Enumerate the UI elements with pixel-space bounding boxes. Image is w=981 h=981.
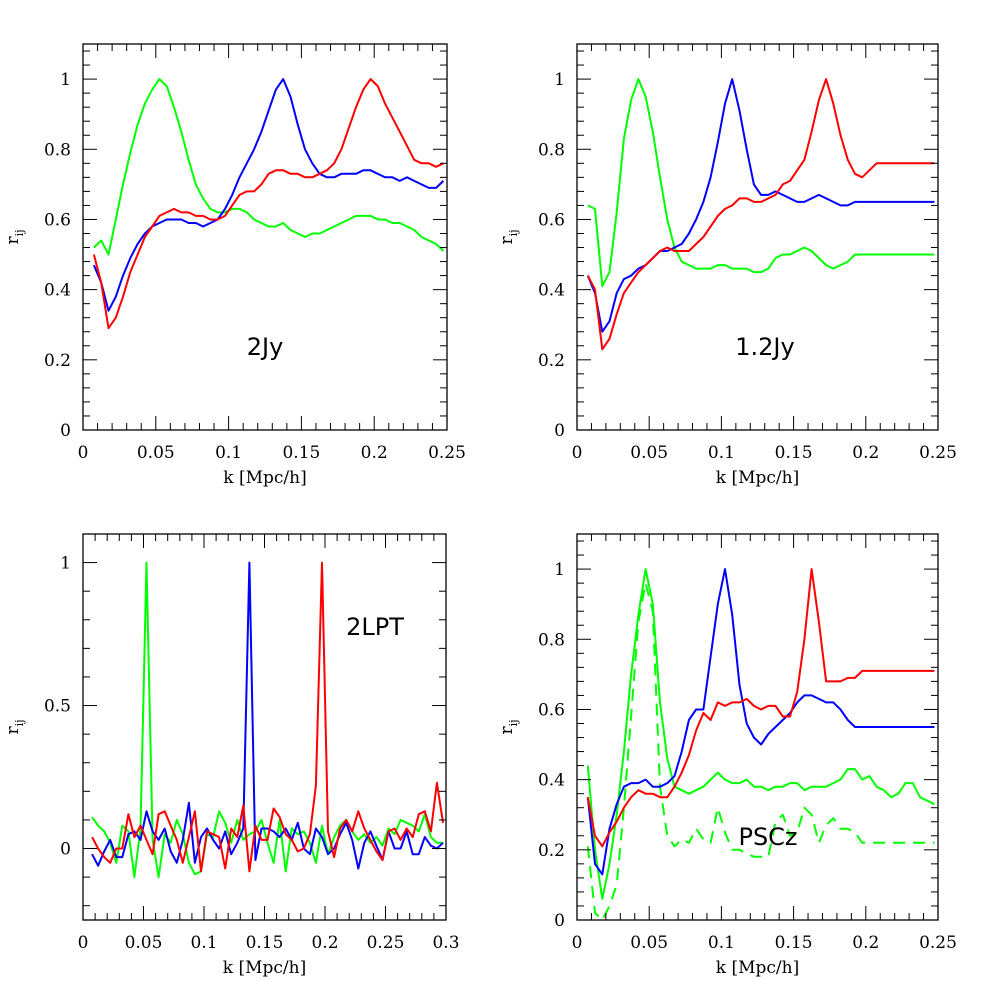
y-tick-label: 0.6 (44, 210, 71, 230)
series-line-0 (586, 568, 935, 900)
panel-label: 1.2Jy (735, 333, 794, 361)
panel-pscz: 0 0.05 0.1 0.15 0.2 0.25 0 0.2 0.4 0.6 0.8 1 k [Mpc/… (497, 533, 957, 978)
y-axis-label: rij (3, 229, 26, 244)
panel-2lpt: 0 0.05 0.1 0.15 0.2 0.25 0.3 0 0.5 1 k [Mpc/h] rij 2… (3, 533, 460, 978)
plot-frame (576, 43, 939, 431)
y-tick-label: 0.6 (538, 700, 565, 720)
y-tick-label: 0.8 (538, 140, 565, 160)
series-group (586, 568, 935, 920)
series-line-0 (587, 78, 935, 288)
y-tick-label: 1 (554, 70, 565, 90)
series-group (586, 78, 935, 351)
x-tick-label: 0.05 (125, 933, 163, 953)
panel-2jy: 0 0.05 0.1 0.15 0.2 0.25 0 0.2 0.4 0.6 0.8 1 k [Mpc/… (3, 43, 466, 488)
series-line-2 (586, 568, 935, 876)
series-line-0 (91, 561, 443, 879)
panel-label: 2LPT (346, 613, 404, 641)
x-tick-label: 0.25 (919, 443, 957, 463)
x-tick-label: 0.25 (367, 933, 405, 953)
y-tick-label: 0.8 (44, 140, 71, 160)
series-line-3 (586, 568, 935, 848)
panel-label: 2Jy (247, 333, 284, 361)
x-tick-label: 0.15 (775, 933, 813, 953)
x-tick-label: 0 (78, 443, 89, 463)
y-tick-label: 0 (60, 840, 71, 860)
y-tick-label: 1 (60, 70, 71, 90)
x-axis-label: k [Mpc/h] (223, 468, 306, 488)
x-tick-label: 0.1 (708, 933, 735, 953)
x-tick-label: 0.25 (919, 933, 957, 953)
x-tick-label: 0.15 (246, 933, 284, 953)
x-tick-label: 0.1 (215, 443, 242, 463)
plot-frame (82, 43, 448, 431)
panel-1-2jy: 0 0.05 0.1 0.15 0.2 0.25 0 0.2 0.4 0.6 0.8 1 k [Mpc/… (497, 43, 957, 488)
x-axis-label: k [Mpc/h] (716, 958, 799, 978)
y-tick-label: 0.2 (538, 351, 565, 371)
y-tick-label: 1 (60, 554, 71, 574)
x-tick-label: 0.3 (432, 933, 459, 953)
x-tick-label: 0 (572, 443, 583, 463)
y-tick-label: 0.4 (538, 281, 565, 301)
series-line-1 (586, 78, 935, 333)
y-axis-label: rij (3, 719, 26, 734)
x-tick-label: 0.05 (630, 933, 668, 953)
y-tick-label: 0.8 (538, 630, 565, 650)
y-tick-label: 1 (554, 560, 565, 580)
series-line-2 (586, 78, 935, 351)
y-tick-label: 0.4 (44, 281, 71, 301)
x-tick-label: 0.05 (630, 443, 668, 463)
series-group (92, 78, 445, 330)
x-tick-label: 0.2 (311, 933, 338, 953)
x-tick-label: 0.2 (852, 933, 879, 953)
panel-label: PSCz (738, 823, 797, 851)
x-tick-label: 0.1 (708, 443, 735, 463)
y-axis-label: rij (497, 719, 520, 734)
x-axis-label: k [Mpc/h] (716, 468, 799, 488)
series-line-0 (93, 78, 445, 256)
y-tick-label: 0 (554, 421, 565, 441)
y-tick-label: 0.2 (538, 841, 565, 861)
y-tick-label: 0.6 (538, 210, 565, 230)
y-tick-label: 0 (554, 911, 565, 931)
y-axis-label: rij (497, 229, 520, 244)
x-tick-label: 0.1 (190, 933, 217, 953)
y-tick-label: 0.5 (44, 697, 71, 717)
plot-frame (82, 533, 447, 921)
x-tick-label: 0.15 (282, 443, 320, 463)
x-tick-label: 0.25 (428, 443, 466, 463)
x-tick-label: 0 (78, 933, 89, 953)
x-axis-label: k [Mpc/h] (223, 958, 306, 978)
series-line-2 (91, 561, 444, 873)
plot-frame (576, 533, 939, 921)
x-tick-label: 0.2 (361, 443, 388, 463)
y-tick-label: 0.2 (44, 351, 71, 371)
x-tick-label: 0 (572, 933, 583, 953)
series-line-2 (92, 78, 444, 330)
x-tick-label: 0.05 (137, 443, 175, 463)
series-line-1 (586, 582, 935, 920)
x-tick-label: 0.2 (852, 443, 879, 463)
y-tick-label: 0 (60, 421, 71, 441)
y-tick-label: 0.4 (538, 771, 565, 791)
series-group (91, 561, 444, 879)
x-tick-label: 0.15 (775, 443, 813, 463)
